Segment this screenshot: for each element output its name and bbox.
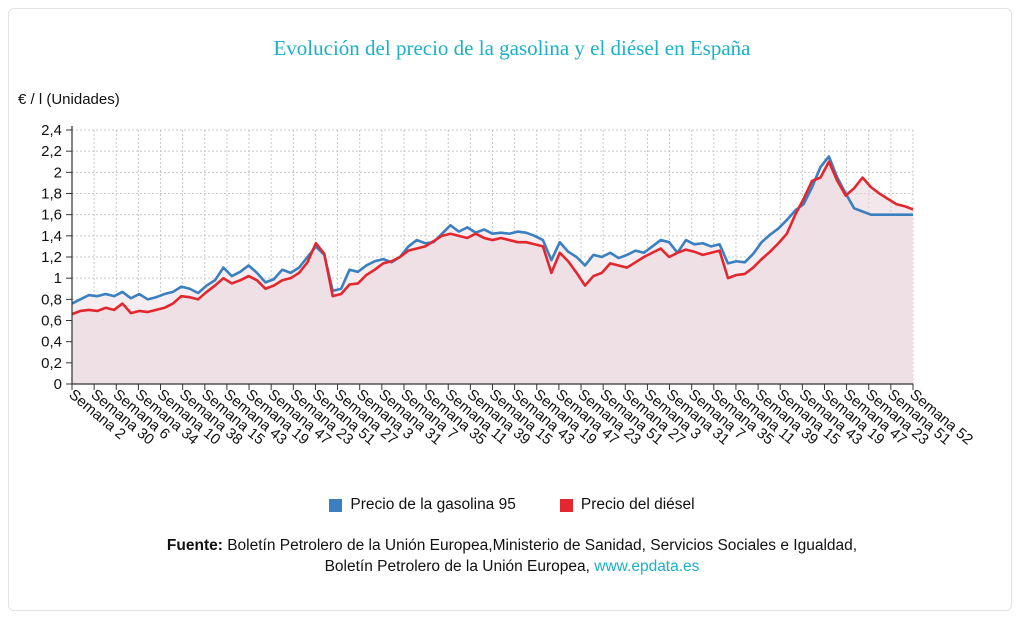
- y-tick-label: 1,6: [41, 207, 62, 224]
- y-tick-label: 1: [54, 270, 62, 287]
- y-tick-label: 2,2: [41, 143, 62, 160]
- source-line-2: Boletín Petrolero de la Unión Europea,: [324, 558, 590, 575]
- legend-swatch-gasolina: [329, 498, 343, 512]
- source-label: Fuente:: [166, 537, 223, 554]
- y-tick-label: 2: [54, 164, 62, 181]
- legend-item-gasolina[interactable]: Precio de la gasolina 95: [329, 496, 516, 514]
- source-line-1: Boletín Petrolero de la Unión Europea,Mi…: [227, 537, 858, 554]
- line-chart: 00,20,40,60,811,21,41,61,822,22,4Semana …: [41, 122, 976, 448]
- y-tick-label: 1,4: [41, 228, 62, 245]
- chart-title: Evolución del precio de la gasolina y el…: [273, 36, 751, 60]
- y-tick-label: 1,8: [41, 186, 62, 203]
- y-tick-label: 0,6: [41, 313, 62, 330]
- legend: Precio de la gasolina 95 Precio del diés…: [0, 496, 1024, 514]
- y-tick-label: 1,2: [41, 249, 62, 266]
- y-tick-label: 0,4: [41, 334, 62, 351]
- legend-label-diesel: Precio del diésel: [580, 496, 695, 513]
- series-line-gasolina: [71, 155, 913, 305]
- y-tick-label: 2,4: [41, 122, 62, 139]
- source-note: Fuente: Boletín Petrolero de la Unión Eu…: [0, 535, 1024, 577]
- y-tick-label: 0: [54, 376, 62, 393]
- y-tick-label: 0,8: [41, 291, 62, 308]
- series-line-diesel: [71, 160, 914, 316]
- area-fill-diesel: [72, 161, 913, 384]
- source-link[interactable]: www.epdata.es: [594, 558, 700, 575]
- legend-item-diesel[interactable]: Precio del diésel: [559, 496, 695, 514]
- y-axis-label: € / l (Unidades): [18, 91, 120, 108]
- legend-swatch-diesel: [559, 498, 573, 512]
- legend-label-gasolina: Precio de la gasolina 95: [350, 496, 516, 513]
- y-tick-label: 0,2: [41, 355, 62, 372]
